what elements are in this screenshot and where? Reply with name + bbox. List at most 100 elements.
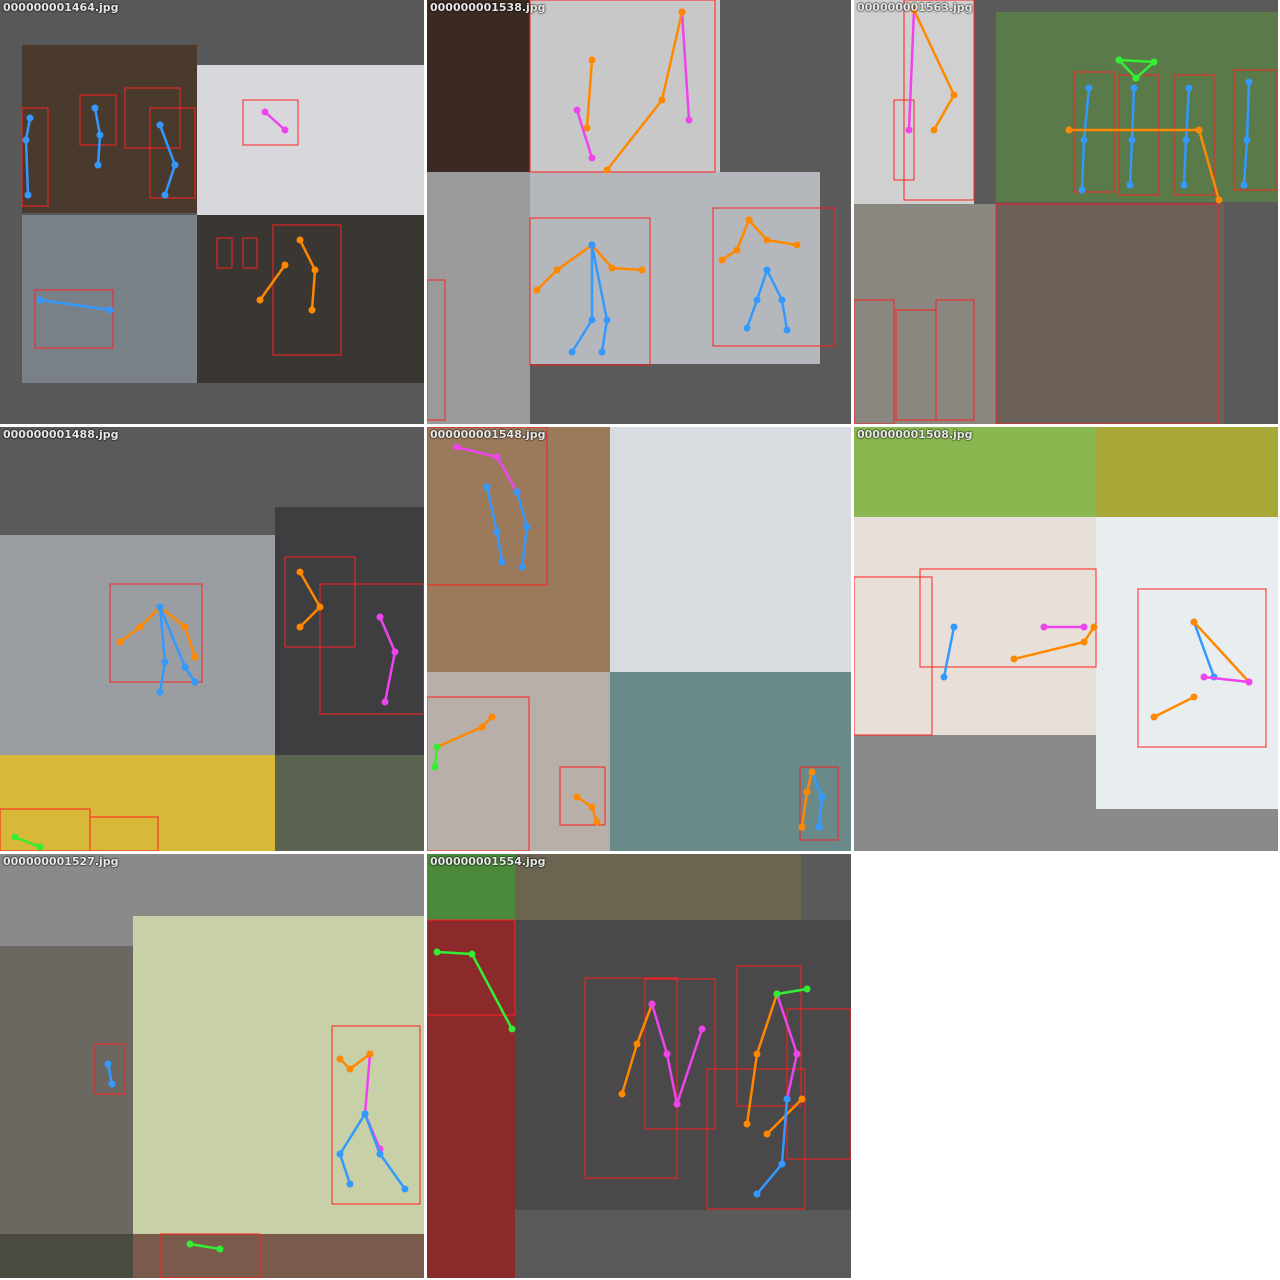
keypoint-marker	[346, 1065, 354, 1073]
person-bounding-box	[559, 766, 606, 826]
keypoint-marker	[1240, 181, 1248, 189]
person-bounding-box	[427, 919, 516, 1016]
skeleton-limb-arms	[298, 571, 322, 628]
keypoint-marker	[1245, 678, 1253, 686]
person-bounding-box	[89, 816, 159, 851]
keypoint-marker	[156, 603, 164, 611]
image-filename-label: 000000001488.jpg	[3, 428, 119, 441]
keypoint-marker	[940, 673, 948, 681]
keypoint-marker	[376, 1150, 384, 1158]
keypoint-marker	[583, 124, 591, 132]
keypoint-marker	[94, 161, 102, 169]
keypoint-marker	[26, 114, 34, 122]
photo-tile	[427, 427, 610, 672]
person-bounding-box	[799, 766, 839, 841]
image-filename-label: 000000001464.jpg	[3, 1, 119, 14]
skeleton-limb-head	[189, 1242, 221, 1251]
person-bounding-box	[584, 977, 678, 1179]
keypoint-marker	[161, 658, 169, 666]
person-bounding-box	[529, 217, 651, 366]
keypoint-marker	[1150, 58, 1158, 66]
keypoint-marker	[798, 1095, 806, 1103]
keypoint-marker	[296, 623, 304, 631]
person-bounding-box	[854, 576, 933, 736]
keypoint-marker	[1090, 623, 1098, 631]
keypoint-marker	[156, 121, 164, 129]
skeleton-limb-arms	[1153, 695, 1195, 719]
photo-tile	[610, 672, 851, 851]
keypoint-marker	[1190, 693, 1198, 701]
keypoint-marker	[793, 1050, 801, 1058]
keypoint-marker	[743, 1120, 751, 1128]
keypoint-marker	[1215, 196, 1223, 204]
skeleton-limb-legs	[338, 1113, 367, 1185]
keypoint-marker	[116, 638, 124, 646]
keypoint-marker	[793, 241, 801, 249]
skeleton-limb-torso	[680, 11, 691, 121]
keypoint-marker	[648, 1000, 656, 1008]
keypoint-marker	[638, 266, 646, 274]
keypoint-marker	[1132, 74, 1140, 82]
keypoint-marker	[568, 348, 576, 356]
keypoint-marker	[478, 723, 486, 731]
annotation-overlay	[21, 87, 342, 356]
person-bounding-box	[427, 696, 530, 851]
keypoint-marker	[1180, 181, 1188, 189]
photo-tile	[275, 755, 424, 851]
keypoint-marker	[905, 126, 913, 134]
keypoint-marker	[108, 1080, 116, 1088]
keypoint-marker	[11, 833, 19, 841]
keypoint-marker	[588, 316, 596, 324]
mosaic-cell: 000000001554.jpg	[427, 854, 851, 1278]
skeleton-limb-legs	[1192, 621, 1216, 678]
keypoint-marker	[391, 648, 399, 656]
keypoint-marker	[376, 613, 384, 621]
person-bounding-box	[242, 237, 258, 269]
mosaic-cell: 000000001563.jpg	[854, 0, 1278, 424]
keypoint-marker	[508, 1025, 516, 1033]
skeleton-limb-arms	[536, 243, 593, 291]
keypoint-marker	[1080, 136, 1088, 144]
annotation-overlay	[0, 556, 424, 851]
keypoint-marker	[950, 91, 958, 99]
keypoint-marker	[361, 1110, 369, 1118]
mosaic-cell: 000000001527.jpg	[0, 854, 424, 1278]
keypoint-marker	[533, 286, 541, 294]
keypoint-marker	[1080, 638, 1088, 646]
photo-tile	[0, 535, 275, 755]
keypoint-marker	[658, 96, 666, 104]
person-bounding-box	[427, 279, 446, 421]
keypoint-marker	[588, 803, 596, 811]
photo-tile	[530, 172, 820, 364]
keypoint-marker	[1182, 136, 1190, 144]
person-bounding-box	[1118, 74, 1160, 196]
keypoint-marker	[181, 623, 189, 631]
keypoint-marker	[930, 126, 938, 134]
keypoint-marker	[798, 823, 806, 831]
keypoint-marker	[753, 1050, 761, 1058]
image-filename-label: 000000001548.jpg	[430, 428, 546, 441]
skeleton-limb-arms	[745, 993, 779, 1125]
keypoint-marker	[685, 116, 693, 124]
keypoint-marker	[1195, 126, 1203, 134]
keypoint-marker	[1040, 623, 1048, 631]
keypoint-marker	[803, 788, 811, 796]
photo-tile	[1096, 427, 1278, 517]
keypoint-marker	[593, 818, 601, 826]
keypoint-marker	[1130, 84, 1138, 92]
skeleton-limb-arms	[436, 716, 493, 749]
skeleton-limb-arms	[606, 11, 684, 171]
person-bounding-box	[706, 1068, 806, 1210]
keypoint-marker	[1115, 56, 1123, 64]
person-bounding-box	[34, 289, 114, 349]
keypoint-marker	[1185, 84, 1193, 92]
keypoint-marker	[346, 1180, 354, 1188]
keypoint-marker	[588, 241, 596, 249]
skeleton-limb-torso	[264, 111, 286, 131]
person-bounding-box	[149, 107, 196, 199]
keypoint-marker	[588, 154, 596, 162]
person-bounding-box	[319, 583, 424, 715]
keypoint-marker	[608, 264, 616, 272]
keypoint-marker	[493, 453, 501, 461]
keypoint-marker	[104, 1060, 112, 1068]
